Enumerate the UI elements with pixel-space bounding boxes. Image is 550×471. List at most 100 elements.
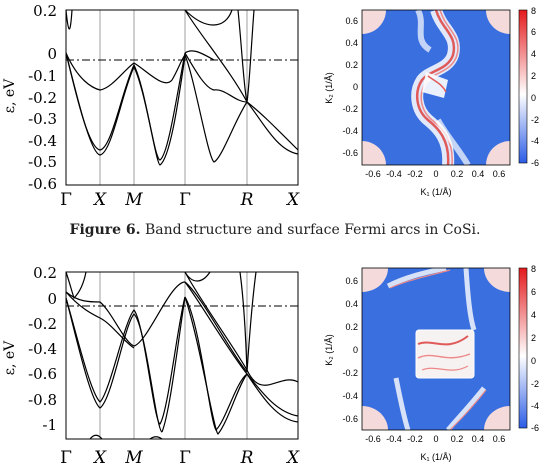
map-ylabel: K₂ (1/Å) bbox=[324, 72, 334, 104]
map-ytick: 0 bbox=[353, 345, 358, 355]
map-xtick: 0.4 bbox=[472, 434, 485, 444]
bands-top bbox=[65, 9, 299, 166]
kpoint-label: R bbox=[240, 190, 254, 210]
ytick: -0.8 bbox=[28, 391, 57, 409]
cbar-tick: 0 bbox=[531, 93, 536, 103]
ylabel-top: ε, eV bbox=[2, 78, 18, 113]
map-xtick: -0.6 bbox=[365, 434, 381, 444]
ytick: -0.4 bbox=[28, 132, 57, 150]
map-xtick: -0.4 bbox=[386, 169, 402, 179]
yticks-top: 0.2 0 -0.1 -0.2 -0.3 -0.4 -0.5 -0.6 bbox=[28, 2, 57, 193]
cbar-tick: 8 bbox=[531, 6, 536, 16]
map-xlabel: K₁ (1/Å) bbox=[420, 187, 451, 197]
map-ytick: -0.4 bbox=[342, 126, 358, 136]
kpoint-label: X bbox=[285, 448, 300, 468]
kpoint-label: Γ bbox=[60, 190, 72, 210]
map-ytick: -0.2 bbox=[342, 104, 358, 114]
ytick: 0 bbox=[47, 290, 57, 308]
figure-label: Figure 6. bbox=[69, 222, 141, 238]
map-xlabel: K₁ (1/Å) bbox=[420, 452, 451, 462]
ytick: 0.2 bbox=[33, 2, 57, 20]
heatmap-top bbox=[362, 10, 510, 165]
map-xticks-top: -0.6 -0.4 -0.2 0 0.2 0.4 0.6 bbox=[365, 169, 505, 179]
band-structure-top: ε, eV 0.2 0 -0.1 -0.2 -0.3 -0.4 -0.5 -0.… bbox=[2, 2, 300, 210]
kpoint-labels-bottom: Γ X M Γ R X bbox=[60, 448, 300, 468]
cbar-tick: 8 bbox=[531, 264, 536, 274]
map-xtick: -0.2 bbox=[407, 434, 423, 444]
fermi-arc-map-bottom: K₂ (1/Å) 0.6 0.4 0.2 0 -0.2 -0.4 -0.6 -0… bbox=[324, 264, 539, 462]
map-yticks-bottom: 0.6 0.4 0.2 0 -0.2 -0.4 -0.6 bbox=[342, 276, 358, 424]
cbar-tick: 0 bbox=[531, 356, 536, 366]
plot-frame bbox=[65, 271, 299, 440]
map-ytick: -0.6 bbox=[342, 148, 358, 158]
kpoint-label: Γ bbox=[179, 448, 191, 468]
cbar-tick: 4 bbox=[531, 49, 536, 59]
map-ytick: 0.6 bbox=[345, 16, 358, 26]
map-frame bbox=[361, 9, 511, 166]
ytick: -0.1 bbox=[28, 67, 57, 85]
map-ylabel: K₂ (1/Å) bbox=[324, 334, 334, 366]
map-ytick: -0.2 bbox=[342, 368, 358, 378]
cbar-tick: -4 bbox=[531, 136, 539, 146]
cbar-tick: -4 bbox=[531, 401, 539, 411]
ytick: -0.2 bbox=[28, 89, 57, 107]
map-ytick: -0.6 bbox=[342, 414, 358, 424]
map-xtick: 0.2 bbox=[451, 169, 464, 179]
ytick: 0 bbox=[47, 45, 57, 63]
kpoint-label: R bbox=[240, 448, 254, 468]
map-ytick: 0.2 bbox=[345, 60, 358, 70]
cbar-tick: 4 bbox=[531, 310, 536, 320]
kpoint-label: Γ bbox=[179, 190, 191, 210]
fermi-arc-map-top: K₂ (1/Å) 0.6 0.4 0.2 0 -0.2 -0.4 -0.6 -0… bbox=[324, 6, 539, 197]
ytick: 0.2 bbox=[33, 264, 57, 282]
cbar-tick: 2 bbox=[531, 333, 536, 343]
yticks-bottom: 0.2 0 -0.2 -0.4 -0.6 -0.8 -1 bbox=[28, 264, 57, 434]
map-ytick: 0.4 bbox=[345, 38, 358, 48]
kpoint-labels-top: Γ X M Γ R X bbox=[60, 190, 300, 210]
ytick: -0.6 bbox=[28, 175, 57, 193]
map-xtick: 0.6 bbox=[493, 434, 506, 444]
cbar-tick: 6 bbox=[531, 27, 536, 37]
kpoint-label: M bbox=[124, 448, 143, 468]
colorbar-ticks-top: 8 6 4 2 0 -2 -4 -6 bbox=[531, 6, 539, 168]
map-xtick: 0 bbox=[433, 434, 438, 444]
ytick: -0.4 bbox=[28, 340, 57, 358]
map-ytick: 0.6 bbox=[345, 276, 358, 286]
map-ytick: 0 bbox=[353, 82, 358, 92]
map-xtick: 0.2 bbox=[451, 434, 464, 444]
plot-frame bbox=[65, 9, 299, 186]
kpoint-label: Γ bbox=[60, 448, 72, 468]
kpoint-label: X bbox=[285, 190, 300, 210]
ytick: -0.5 bbox=[28, 153, 57, 171]
kpoint-label: X bbox=[92, 190, 107, 210]
map-xtick: -0.6 bbox=[365, 169, 381, 179]
ylabel-bottom: ε, eV bbox=[2, 340, 18, 375]
map-ytick: 0.2 bbox=[345, 322, 358, 332]
cbar-tick: -6 bbox=[531, 158, 539, 168]
cbar-tick: 2 bbox=[531, 71, 536, 81]
colorbar-ticks-bottom: 8 6 4 2 0 -2 -4 -6 bbox=[531, 264, 539, 433]
ytick: -1 bbox=[42, 416, 57, 434]
heatmap-bottom bbox=[362, 268, 510, 430]
figure-caption: Figure 6. Band structure and surface Fer… bbox=[0, 222, 550, 238]
map-ytick: -0.4 bbox=[342, 391, 358, 401]
map-xtick: -0.2 bbox=[407, 169, 423, 179]
ytick: -0.3 bbox=[28, 110, 57, 128]
cbar-tick: 6 bbox=[531, 287, 536, 297]
band-structure-bottom: ε, eV 0.2 0 -0.2 -0.4 -0.6 -0.8 -1 Γ X M… bbox=[2, 264, 300, 468]
cbar-tick: -2 bbox=[531, 379, 539, 389]
map-xtick: 0 bbox=[433, 169, 438, 179]
ytick: -0.2 bbox=[28, 315, 57, 333]
map-frame bbox=[361, 267, 511, 431]
ytick: -0.6 bbox=[28, 365, 57, 383]
colorbar bbox=[518, 267, 528, 429]
kpoint-label: M bbox=[124, 190, 143, 210]
figure-caption-text: Band structure and surface Fermi arcs in… bbox=[140, 222, 481, 238]
colorbar bbox=[518, 9, 528, 164]
map-xtick: -0.4 bbox=[386, 434, 402, 444]
kpoint-label: X bbox=[92, 448, 107, 468]
cbar-tick: -6 bbox=[531, 423, 539, 433]
cbar-tick: -2 bbox=[531, 115, 539, 125]
map-xtick: 0.6 bbox=[493, 169, 506, 179]
map-yticks-top: 0.6 0.4 0.2 0 -0.2 -0.4 -0.6 bbox=[342, 16, 358, 158]
